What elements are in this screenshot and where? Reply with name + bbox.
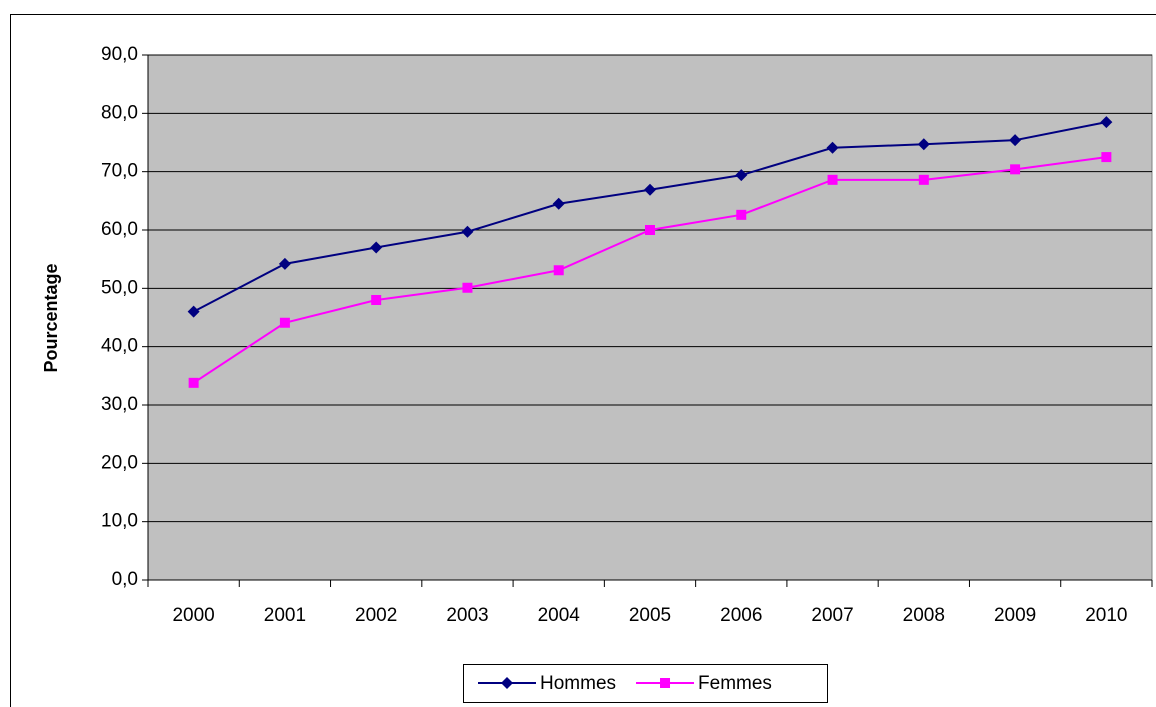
marker: [917, 138, 930, 151]
marker: [279, 317, 290, 328]
x-tick-label: 2001: [264, 605, 306, 626]
marker: [501, 677, 513, 689]
x-tick-label: 2005: [629, 605, 671, 626]
legend-label: Femmes: [698, 673, 772, 694]
marker: [187, 305, 200, 318]
marker: [735, 169, 748, 182]
y-tick-label: 50,0: [101, 277, 138, 298]
y-tick-label: 90,0: [101, 44, 138, 65]
x-tick-label: 2006: [720, 605, 762, 626]
marker: [826, 141, 839, 154]
x-tick-label: 2004: [538, 605, 581, 626]
y-axis-label: Pourcentage: [41, 263, 61, 372]
marker: [827, 174, 838, 185]
legend-label: Hommes: [540, 673, 616, 694]
x-tick-label: 2003: [446, 605, 488, 626]
legend: Hommes Femmes: [463, 664, 828, 703]
y-tick-label: 20,0: [101, 452, 138, 473]
marker: [644, 183, 656, 196]
marker: [1101, 152, 1112, 163]
marker: [645, 225, 655, 235]
y-tick-label: 40,0: [101, 336, 138, 357]
marker: [660, 678, 671, 688]
y-tick-label: 60,0: [101, 219, 138, 240]
marker: [553, 265, 564, 276]
marker: [371, 295, 382, 305]
marker: [188, 377, 199, 388]
marker: [278, 257, 291, 270]
y-tick-label: 70,0: [101, 161, 138, 182]
marker: [552, 197, 565, 210]
marker: [370, 241, 383, 254]
x-tick-label: 2010: [1085, 605, 1127, 626]
marker: [461, 225, 474, 238]
x-tick-label: 2007: [811, 605, 853, 626]
marker: [1010, 164, 1021, 175]
y-tick-label: 80,0: [101, 102, 138, 123]
marker: [736, 209, 747, 220]
marker: [1009, 134, 1022, 147]
marker: [918, 174, 929, 185]
x-tick-label: 2008: [903, 605, 945, 626]
marker: [1100, 116, 1113, 129]
y-tick-label: 10,0: [101, 511, 138, 532]
y-tick-label: 30,0: [101, 394, 138, 415]
marker: [462, 282, 473, 293]
x-tick-label: 2002: [355, 605, 397, 626]
x-tick-label: 2009: [994, 605, 1036, 626]
y-tick-label: 0,0: [112, 569, 138, 590]
x-tick-label: 2000: [172, 605, 214, 626]
plot-area: [147, 54, 1153, 581]
